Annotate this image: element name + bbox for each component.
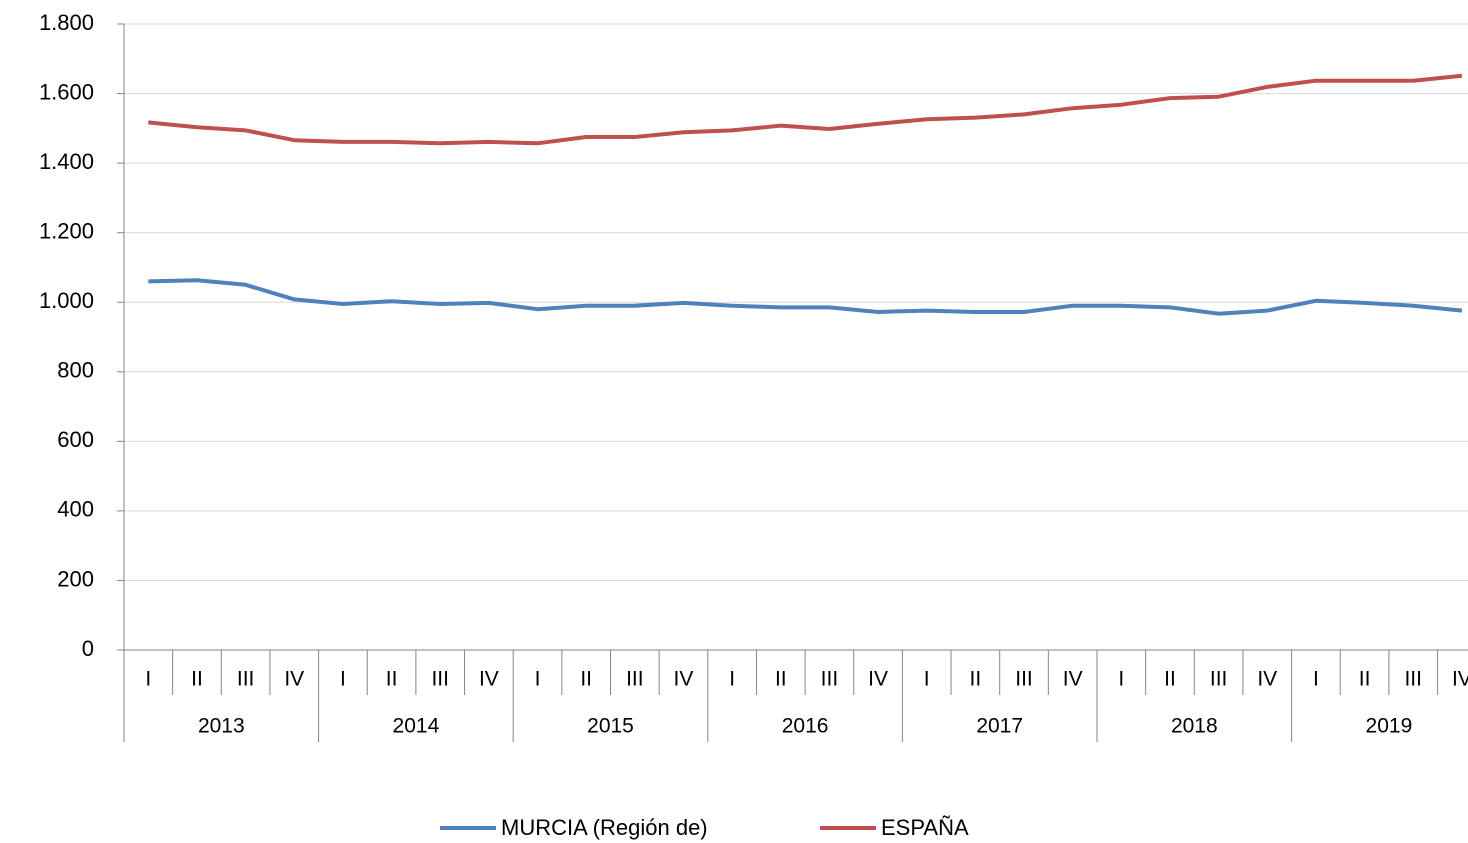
y-tick-label: 1.400: [39, 149, 94, 174]
x-tick-label: I: [535, 668, 541, 691]
x-tick-label: I: [145, 668, 151, 691]
x-tick-label: III: [821, 668, 839, 691]
x-tick-label: II: [1164, 668, 1176, 691]
x-tick-label: I: [1313, 668, 1319, 691]
series-line: [148, 278, 1463, 316]
x-tick-label: IV: [479, 668, 499, 691]
y-tick-label: 1.600: [39, 79, 94, 104]
x-tick-label: II: [1359, 668, 1371, 691]
x-tick-label: I: [924, 668, 930, 691]
x-tick-label: III: [237, 668, 255, 691]
x-tick-label: II: [970, 668, 982, 691]
y-tick-label: 1.200: [39, 218, 94, 243]
x-tick-label: III: [1015, 668, 1033, 691]
x-tick-label: I: [340, 668, 346, 691]
x-tick-label: III: [1404, 668, 1422, 691]
x-tick-label: IV: [1063, 668, 1083, 691]
y-tick-label: 400: [57, 497, 94, 522]
x-tick-label: II: [775, 668, 787, 691]
year-label: 2015: [587, 715, 634, 738]
y-tick-label: 200: [57, 566, 94, 591]
y-tick-label: 800: [57, 358, 94, 383]
x-tick-label: II: [191, 668, 203, 691]
y-tick-label: 600: [57, 427, 94, 452]
x-tick-label: II: [386, 668, 398, 691]
x-tick-label: IV: [674, 668, 694, 691]
x-tick-label: III: [1210, 668, 1228, 691]
legend-label: MURCIA (Región de): [501, 815, 708, 840]
x-tick-label: IV: [1452, 668, 1468, 691]
series-line: [148, 73, 1463, 146]
y-tick-label: 0: [82, 636, 94, 661]
year-label: 2014: [393, 715, 440, 738]
year-label: 2019: [1366, 715, 1413, 738]
y-tick-label: 1.800: [39, 10, 94, 35]
x-tick-label: IV: [1257, 668, 1277, 691]
x-tick-label: III: [626, 668, 644, 691]
x-tick-label: II: [580, 668, 592, 691]
year-label: 2013: [198, 715, 245, 738]
x-tick-label: III: [431, 668, 449, 691]
legend-label: ESPAÑA: [881, 815, 969, 840]
x-tick-label: I: [1118, 668, 1124, 691]
year-label: 2018: [1171, 715, 1218, 738]
x-tick-label: I: [729, 668, 735, 691]
y-tick-label: 1.000: [39, 288, 94, 313]
year-label: 2017: [976, 715, 1023, 738]
x-tick-label: IV: [284, 668, 304, 691]
x-tick-label: IV: [868, 668, 888, 691]
year-label: 2016: [782, 715, 829, 738]
